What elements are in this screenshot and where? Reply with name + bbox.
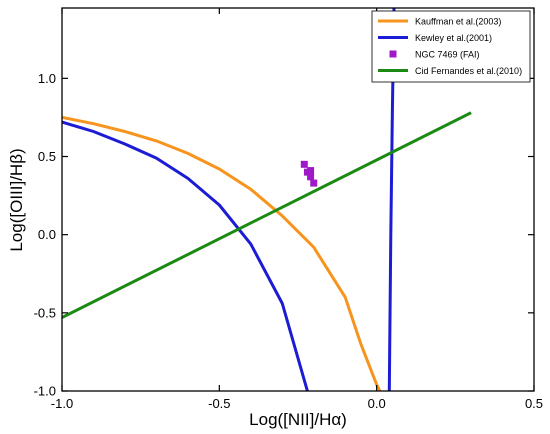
plot-frame — [61, 7, 535, 392]
legend-label-ngc-7469-fai: NGC 7469 (FAI) — [415, 50, 480, 60]
y-tick-label: 0.5 — [38, 149, 56, 164]
y-tick-label: 0.0 — [38, 227, 56, 242]
legend: Kauffman et al.(2003) Kewley et al.(2001)… — [371, 10, 531, 83]
data-point-ngc-7469-fai — [310, 179, 318, 187]
y-axis-label: Log([OIII]/Hβ) — [7, 148, 26, 251]
x-tick-label: -0.5 — [208, 396, 230, 411]
data-point-ngc-7469-fai — [307, 173, 315, 181]
data-point-ngc-7469-fai — [300, 160, 308, 168]
series-line-kauffman-et-al-2003 — [62, 115, 382, 391]
y-tick-label: -1.0 — [34, 384, 56, 399]
series-line-kewley-et-al-2001 — [62, 120, 309, 391]
data-point-ngc-7469-fai — [307, 167, 315, 175]
y-tick-label: 1.0 — [38, 71, 56, 86]
series-layer — [62, 8, 472, 391]
x-axis-label: Log([NII]/Hα) — [249, 410, 347, 429]
x-tick-label: 0.0 — [368, 396, 386, 411]
tick-layer: -1.0 -0.5 0.0 0.5 -1.0 -0.5 0.0 0.5 1.0 — [34, 8, 543, 411]
x-tick-label: -1.0 — [51, 396, 73, 411]
x-tick-label: 0.5 — [525, 396, 543, 411]
legend-swatch-ngc-7469-fai — [389, 50, 397, 58]
legend-label-kauffman-et-al-2003: Kauffman et al.(2003) — [415, 17, 501, 27]
series-line-cid-fernandes-et-al-2010 — [62, 111, 472, 319]
legend-label-kewley-et-al-2001: Kewley et al.(2001) — [415, 33, 492, 43]
y-tick-label: -0.5 — [34, 305, 56, 320]
legend-label-cid-fernandes-et-al-2010: Cid Fernandes et al.(2010) — [415, 66, 522, 76]
